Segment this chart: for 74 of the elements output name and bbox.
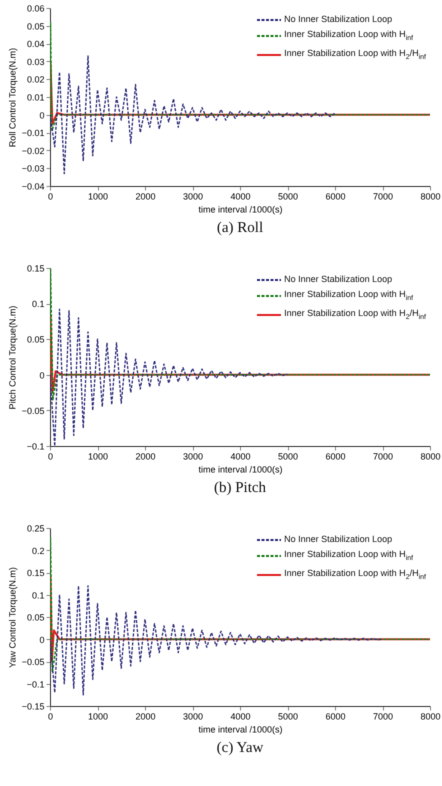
x-tick-label: 7000 xyxy=(372,192,394,202)
y-tick-label: 0.05 xyxy=(26,21,44,32)
y-tick-label: 0.01 xyxy=(26,92,44,102)
x-axis-title: time interval /1000(s) xyxy=(198,464,283,474)
x-tick-label: 0 xyxy=(48,712,54,722)
y-tick-label: −0.04 xyxy=(22,182,44,192)
y-tick-label: 0.02 xyxy=(26,74,44,85)
x-tick-label: 3000 xyxy=(182,192,204,202)
legend-label: Inner Stabilization Loop with H$_{2}$/H$_{inf}$ xyxy=(284,46,426,63)
x-tick-label: 6000 xyxy=(325,192,346,202)
x-tick-label: 0 xyxy=(48,452,54,462)
x-tick-label: 2000 xyxy=(135,192,156,202)
x-tick-label: 2000 xyxy=(135,452,156,462)
y-tick-label: 0.05 xyxy=(26,334,44,345)
y-tick-label: −0.1 xyxy=(26,679,44,690)
y-tick-label: 0.06 xyxy=(26,4,44,14)
y-tick-label: 0.2 xyxy=(32,546,44,556)
y-tick-label: 0 xyxy=(39,110,44,120)
x-tick-label: 5000 xyxy=(278,452,298,462)
x-tick-label: 0 xyxy=(48,192,54,202)
text: (c) Yaw xyxy=(216,740,264,756)
y-tick-label: 0.1 xyxy=(32,299,44,310)
y-tick-label: 0 xyxy=(39,634,44,645)
legend-label: Inner Stabilization Loop with H$_{2}$/H$_{inf}$ xyxy=(284,566,426,583)
x-tick-label: 8000 xyxy=(420,452,441,462)
legend-label: No Inner Stabilization Loop xyxy=(284,13,392,26)
x-axis-title: time interval /1000(s) xyxy=(198,724,283,734)
x-tick-label: 1000 xyxy=(88,452,108,462)
legend-label: No Inner Stabilization Loop xyxy=(284,273,392,286)
x-tick-label: 6000 xyxy=(325,452,346,462)
legend-label: Inner Stabilization Loop with H$_{inf}$ xyxy=(284,28,414,44)
y-tick-label: 0.1 xyxy=(32,590,44,600)
legend-label: Inner Stabilization Loop with H$_{inf}$ xyxy=(284,288,414,304)
y-tick-label: 0.05 xyxy=(26,612,44,622)
x-tick-label: 8000 xyxy=(420,712,441,722)
x-tick-label: 7000 xyxy=(372,452,394,462)
y-tick-label: 0.15 xyxy=(26,568,44,578)
legend-label: Inner Stabilization Loop with H$_{2}$/H$_{inf}$ xyxy=(284,306,426,323)
x-tick-label: 3000 xyxy=(182,712,204,722)
x-tick-label: 4000 xyxy=(230,452,251,462)
y-tick-label: −0.05 xyxy=(22,406,44,416)
legend-label: Inner Stabilization Loop with H$_{inf}$ xyxy=(284,548,414,564)
legend-label: No Inner Stabilization Loop xyxy=(284,533,392,546)
line-series xyxy=(50,55,336,174)
x-tick-label: 8000 xyxy=(420,192,441,202)
x-tick-label: 5000 xyxy=(278,192,298,202)
x-tick-label: 6000 xyxy=(325,712,346,722)
y-tick-label: −0.1 xyxy=(26,442,44,452)
x-tick-label: 1000 xyxy=(88,192,108,202)
y-axis-title: Yaw Control Torque(N.m) xyxy=(8,567,18,668)
line-series xyxy=(50,60,430,125)
y-tick-label: −0.03 xyxy=(22,164,44,174)
text: (b) Pitch xyxy=(214,480,267,496)
x-tick-label: 7000 xyxy=(372,712,394,722)
line-series xyxy=(50,585,384,696)
y-tick-label: −0.15 xyxy=(22,702,44,712)
y-axis-title: Pitch Control Torque(N.m) xyxy=(8,306,18,410)
x-tick-label: 1000 xyxy=(88,712,108,722)
y-tick-label: −0.02 xyxy=(22,146,44,156)
x-tick-label: 4000 xyxy=(230,192,251,202)
x-tick-label: 5000 xyxy=(278,712,298,722)
y-tick-label: 0.03 xyxy=(26,56,44,67)
y-tick-label: 0.04 xyxy=(26,39,44,50)
y-axis-title: Roll Control Torque(N.m) xyxy=(8,48,18,148)
y-tick-label: 0.15 xyxy=(26,264,44,274)
y-tick-label: 0.25 xyxy=(26,524,44,534)
text: (a) Roll xyxy=(216,220,264,236)
y-tick-label: −0.05 xyxy=(22,657,44,667)
y-tick-label: 0 xyxy=(39,370,44,380)
x-tick-label: 4000 xyxy=(230,712,251,722)
x-tick-label: 2000 xyxy=(135,712,156,722)
x-axis-title: time interval /1000(s) xyxy=(198,204,283,214)
x-tick-label: 3000 xyxy=(182,452,204,462)
y-tick-label: −0.01 xyxy=(22,128,44,138)
